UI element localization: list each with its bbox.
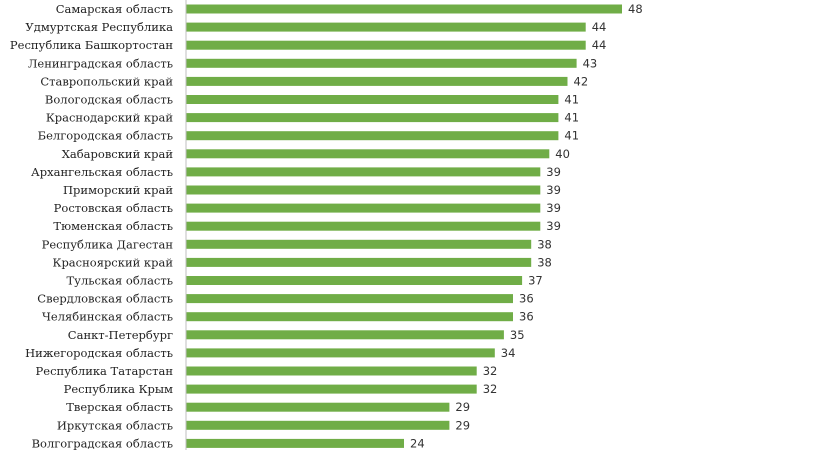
bar (186, 185, 541, 195)
bar (186, 203, 541, 213)
bar (186, 312, 513, 322)
bar (186, 330, 504, 340)
category-label: Республика Татарстан (36, 364, 174, 378)
value-label: 36 (519, 310, 534, 324)
bar (186, 4, 622, 14)
bar (186, 149, 550, 159)
value-label: 38 (537, 255, 552, 269)
value-label: 44 (592, 20, 607, 34)
category-label: Архангельская область (31, 165, 173, 179)
category-label: Волгоградская область (32, 436, 173, 450)
category-label: Белгородская область (38, 129, 173, 143)
bar (186, 76, 568, 86)
category-label: Красноярский край (53, 255, 174, 269)
value-label: 41 (564, 93, 579, 107)
category-label: Приморский край (63, 183, 173, 197)
bar (186, 239, 532, 249)
bar (186, 257, 532, 267)
category-labels: Самарская область Удмуртская Республика Ре… (10, 2, 173, 450)
category-label: Ленинградская область (28, 56, 173, 70)
category-label: Санкт-Петербург (68, 328, 173, 342)
value-label: 34 (501, 346, 516, 360)
value-label: 39 (546, 219, 561, 233)
value-label: 41 (564, 129, 579, 143)
value-label: 43 (583, 56, 598, 70)
value-label: 39 (546, 201, 561, 215)
category-label: Тульская область (67, 274, 173, 288)
category-label: Тверская область (66, 400, 173, 414)
bar (186, 348, 495, 358)
category-label: Республика Дагестан (42, 237, 174, 251)
value-label: 37 (528, 274, 543, 288)
bar (186, 22, 586, 32)
value-label: 40 (555, 147, 570, 161)
category-label: Челябинская область (42, 310, 173, 324)
value-label: 41 (564, 111, 579, 125)
bar (186, 40, 586, 50)
bar (186, 276, 523, 285)
value-label: 38 (537, 237, 552, 251)
value-label: 32 (483, 364, 498, 378)
value-label: 35 (510, 328, 525, 342)
bars-group (186, 4, 622, 448)
bar (186, 420, 450, 430)
category-label: Удмуртская Республика (25, 20, 173, 34)
bar (186, 131, 559, 141)
bar (186, 58, 577, 68)
category-label: Республика Крым (64, 382, 173, 396)
category-label: Тюменская область (53, 219, 173, 233)
value-label: 39 (546, 165, 561, 179)
category-label: Ставропольский край (40, 74, 173, 88)
value-label: 24 (410, 436, 425, 450)
category-label: Самарская область (56, 2, 173, 16)
category-label: Нижегородская область (25, 346, 173, 360)
value-label: 48 (628, 2, 643, 16)
category-label: Иркутская область (57, 418, 173, 432)
value-label: 29 (455, 400, 470, 414)
bar (186, 113, 559, 123)
bar (186, 294, 513, 304)
value-label: 39 (546, 183, 561, 197)
bar (186, 167, 541, 177)
category-label: Вологодская область (45, 93, 173, 107)
category-label: Республика Башкортостан (10, 38, 173, 52)
category-label: Хабаровский край (62, 147, 174, 161)
bar (186, 438, 404, 448)
category-label: Ростовская область (54, 201, 173, 215)
category-label: Свердловская область (37, 292, 173, 306)
value-label: 44 (592, 38, 607, 52)
value-labels: 48 44 44 43 42 41 41 41 40 39 39 39 39 38 38 37 36 36 35 34… (410, 2, 643, 450)
value-label: 32 (483, 382, 498, 396)
bar (186, 402, 450, 412)
category-label: Краснодарский край (46, 111, 173, 125)
bar (186, 384, 477, 394)
value-label: 29 (455, 418, 470, 432)
bar (186, 366, 477, 376)
value-label: 42 (574, 74, 589, 88)
bar (186, 221, 541, 231)
bar (186, 95, 559, 104)
value-label: 36 (519, 292, 534, 306)
